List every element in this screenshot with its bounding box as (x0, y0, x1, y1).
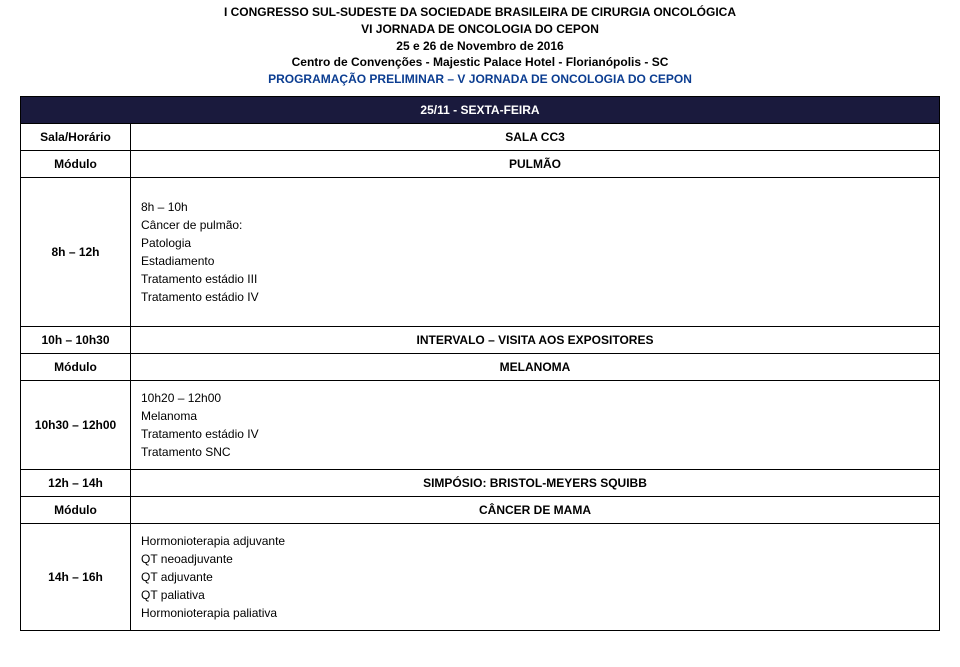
slot-line: 10h20 – 12h00 (141, 389, 929, 407)
slot3-row: 14h – 16h Hormonioterapia adjuvante QT n… (21, 523, 940, 630)
slot-line: Câncer de pulmão: (141, 216, 929, 234)
schedule-table: 25/11 - SEXTA-FEIRA Sala/Horário SALA CC… (20, 96, 940, 631)
header-line-2: VI JORNADA DE ONCOLOGIA DO CEPON (20, 21, 940, 38)
slot-line: QT paliativa (141, 586, 929, 604)
modulo-value: CÂNCER DE MAMA (131, 496, 940, 523)
header-line-1: I CONGRESSO SUL-SUDESTE DA SOCIEDADE BRA… (20, 4, 940, 21)
slot-line: QT adjuvante (141, 568, 929, 586)
slot-line: QT neoadjuvante (141, 550, 929, 568)
interval-row: 10h – 10h30 INTERVALO – VISITA AOS EXPOS… (21, 326, 940, 353)
slot-line: 8h – 10h (141, 198, 929, 216)
slot-line: Tratamento estádio IV (141, 288, 929, 306)
modulo-row: Módulo CÂNCER DE MAMA (21, 496, 940, 523)
slot1-content: 8h – 10h Câncer de pulmão: Patologia Est… (131, 177, 940, 326)
modulo-label: Módulo (21, 353, 131, 380)
modulo-row: Módulo MELANOMA (21, 353, 940, 380)
slot1-row: 8h – 12h 8h – 10h Câncer de pulmão: Pato… (21, 177, 940, 326)
interval-value: INTERVALO – VISITA AOS EXPOSITORES (131, 326, 940, 353)
sala-row: Sala/Horário SALA CC3 (21, 123, 940, 150)
slot2-time: 10h30 – 12h00 (21, 380, 131, 469)
slot-line: Estadiamento (141, 252, 929, 270)
slot1-time: 8h – 12h (21, 177, 131, 326)
slot-line: Tratamento estádio IV (141, 425, 929, 443)
modulo-value: MELANOMA (131, 353, 940, 380)
slot3-content: Hormonioterapia adjuvante QT neoadjuvant… (131, 523, 940, 630)
date-banner-row: 25/11 - SEXTA-FEIRA (21, 96, 940, 123)
modulo-row: Módulo PULMÃO (21, 150, 940, 177)
slot-line: Hormonioterapia adjuvante (141, 532, 929, 550)
simposio-row: 12h – 14h SIMPÓSIO: BRISTOL-MEYERS SQUIB… (21, 469, 940, 496)
slot3-time: 14h – 16h (21, 523, 131, 630)
header-line-3: 25 e 26 de Novembro de 2016 (20, 38, 940, 55)
interval-time: 10h – 10h30 (21, 326, 131, 353)
slot-line: Hormonioterapia paliativa (141, 604, 929, 622)
simposio-value: SIMPÓSIO: BRISTOL-MEYERS SQUIBB (131, 469, 940, 496)
date-banner: 25/11 - SEXTA-FEIRA (21, 96, 940, 123)
sala-label: Sala/Horário (21, 123, 131, 150)
header-line-4: Centro de Convenções - Majestic Palace H… (20, 54, 940, 71)
slot-line: Melanoma (141, 407, 929, 425)
slot2-content: 10h20 – 12h00 Melanoma Tratamento estádi… (131, 380, 940, 469)
modulo-value: PULMÃO (131, 150, 940, 177)
slot-line: Tratamento estádio III (141, 270, 929, 288)
slot-line: Tratamento SNC (141, 443, 929, 461)
header-line-5: PROGRAMAÇÃO PRELIMINAR – V JORNADA DE ON… (20, 71, 940, 88)
slot2-row: 10h30 – 12h00 10h20 – 12h00 Melanoma Tra… (21, 380, 940, 469)
sala-value: SALA CC3 (131, 123, 940, 150)
page-header: I CONGRESSO SUL-SUDESTE DA SOCIEDADE BRA… (20, 4, 940, 88)
modulo-label: Módulo (21, 150, 131, 177)
slot-line: Patologia (141, 234, 929, 252)
modulo-label: Módulo (21, 496, 131, 523)
simposio-time: 12h – 14h (21, 469, 131, 496)
